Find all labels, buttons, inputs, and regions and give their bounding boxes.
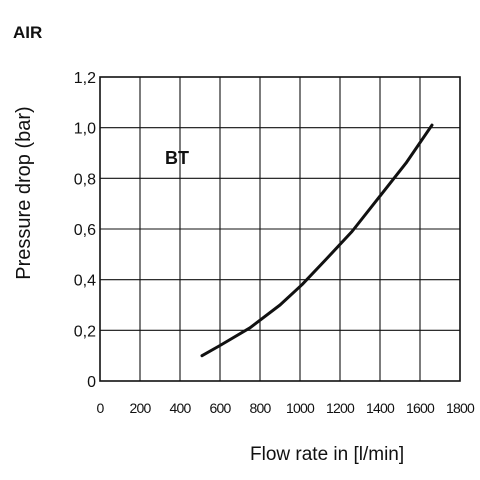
x-tick-labels: 0 200 400 600 800 1000 1200 1400 1600 1800 xyxy=(97,400,476,416)
grid xyxy=(100,77,460,381)
y-tick-labels: 0 0,2 0,4 0,6 0,8 1,0 1,2 xyxy=(74,70,96,391)
y-tick-label: 0 xyxy=(87,374,96,391)
chart-heading: AIR xyxy=(13,23,42,42)
x-tick-label: 400 xyxy=(170,400,192,416)
x-axis-label: Flow rate in [l/min] xyxy=(250,444,404,465)
x-tick-label: 1400 xyxy=(366,400,395,416)
x-tick-label: 1600 xyxy=(406,400,435,416)
plot-frame xyxy=(99,76,461,382)
y-axis-label: Pressure drop (bar) xyxy=(13,106,35,279)
x-tick-label: 1200 xyxy=(326,400,355,416)
y-tick-label: 0,6 xyxy=(74,222,96,239)
x-tick-label: 800 xyxy=(250,400,272,416)
x-tick-label: 600 xyxy=(210,400,232,416)
x-tick-label: 1800 xyxy=(446,400,475,416)
series-line-bt xyxy=(200,123,434,358)
x-tick-label: 200 xyxy=(130,400,152,416)
y-tick-label: 0,4 xyxy=(74,273,96,290)
y-tick-label: 1,2 xyxy=(74,70,96,87)
y-tick-label: 0,2 xyxy=(74,323,96,340)
y-tick-label: 0,8 xyxy=(74,171,96,188)
y-tick-label: 1,0 xyxy=(74,121,96,138)
x-tick-label: 0 xyxy=(97,400,105,416)
curve-annotation: BT xyxy=(165,148,189,168)
x-tick-label: 1000 xyxy=(286,400,315,416)
